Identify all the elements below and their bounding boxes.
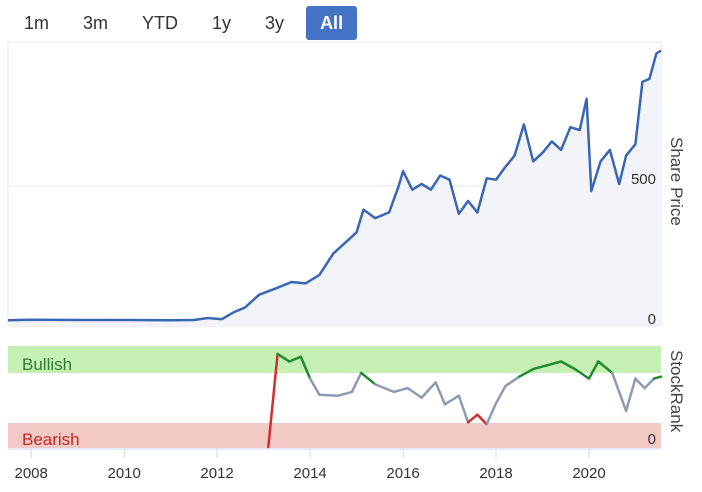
range-button-3m[interactable]: 3m xyxy=(71,6,120,40)
range-button-all[interactable]: All xyxy=(306,6,358,40)
stockrank-line-segment xyxy=(406,386,423,399)
stockrank-line-segment xyxy=(545,360,563,367)
stockrank-line-segment xyxy=(443,394,461,406)
stockrank-line-segment xyxy=(267,352,279,449)
stockrank-line-segment xyxy=(485,402,498,426)
stockrank-line-segment xyxy=(610,371,628,413)
bearish-label: Bearish xyxy=(22,430,80,449)
x-axis-label-2016: 2016 xyxy=(386,465,419,482)
range-button-1m[interactable]: 1m xyxy=(12,6,61,40)
stockrank-line-segment xyxy=(624,377,637,413)
stockrank-line xyxy=(267,352,663,449)
stockrank-line-segment xyxy=(517,367,535,378)
stockrank-line-segment xyxy=(494,384,507,405)
stockrank-line-segment xyxy=(573,367,591,380)
stockrank-panel: Bullish Bearish 0 StockRank xyxy=(8,346,686,449)
stockrank-line-segment xyxy=(457,394,470,424)
range-button-ytd[interactable]: YTD xyxy=(130,6,190,40)
stockrank-line-segment xyxy=(308,377,321,397)
stockrank-ytick-0: 0 xyxy=(648,431,656,448)
stockrank-line-segment xyxy=(466,413,479,424)
stockrank-line-segment xyxy=(634,377,646,390)
price-ytick-500: 500 xyxy=(631,171,656,188)
share-price-axis-title: Share Price xyxy=(667,137,686,226)
stockrank-line-segment xyxy=(373,383,396,394)
stockrank-line-segment xyxy=(350,371,363,394)
price-line xyxy=(7,49,662,322)
bullish-label: Bullish xyxy=(22,355,72,374)
stockrank-line-segment xyxy=(434,381,447,406)
stockrank-line-segment xyxy=(559,360,577,371)
x-axis-label-2018: 2018 xyxy=(479,465,512,482)
x-axis: 2008 2010 2012 2014 2016 2018 2020 xyxy=(8,448,661,482)
x-axis-label-2008: 2008 xyxy=(15,465,48,482)
stockrank-line-segment xyxy=(276,352,291,363)
x-axis-label-2012: 2012 xyxy=(200,465,233,482)
stockrank-line-segment xyxy=(392,386,409,394)
x-axis-label-2020: 2020 xyxy=(572,465,605,482)
stockrank-line-segment xyxy=(652,375,663,380)
stockrank-axis-title: StockRank xyxy=(667,350,686,433)
range-selector: 1m 3m YTD 1y 3y All xyxy=(12,6,367,40)
stockrank-line-segment xyxy=(299,355,312,380)
price-area-fill xyxy=(8,50,661,326)
x-axis-label-2014: 2014 xyxy=(293,465,326,482)
bearish-zone xyxy=(8,423,661,448)
stockrank-line-segment xyxy=(643,377,656,390)
price-panel: 500 0 Share Price xyxy=(7,41,686,328)
stockrank-line-segment xyxy=(587,360,600,380)
stockrank-line-segment xyxy=(287,355,303,363)
stockrank-line-segment xyxy=(531,364,549,371)
stockrank-line-segment xyxy=(359,371,377,386)
stockrank-line-segment xyxy=(420,381,437,399)
stockrank-line-segment xyxy=(336,390,354,397)
bullish-zone xyxy=(8,346,661,373)
range-button-1y[interactable]: 1y xyxy=(200,6,243,40)
stockrank-line-segment xyxy=(318,393,340,397)
range-button-3y[interactable]: 3y xyxy=(253,6,296,40)
stockrank-line-segment xyxy=(597,360,614,375)
stockrank-line-segment xyxy=(504,375,521,388)
x-axis-label-2010: 2010 xyxy=(108,465,141,482)
stockrank-line-segment xyxy=(476,413,488,426)
price-ytick-0: 0 xyxy=(648,311,656,328)
